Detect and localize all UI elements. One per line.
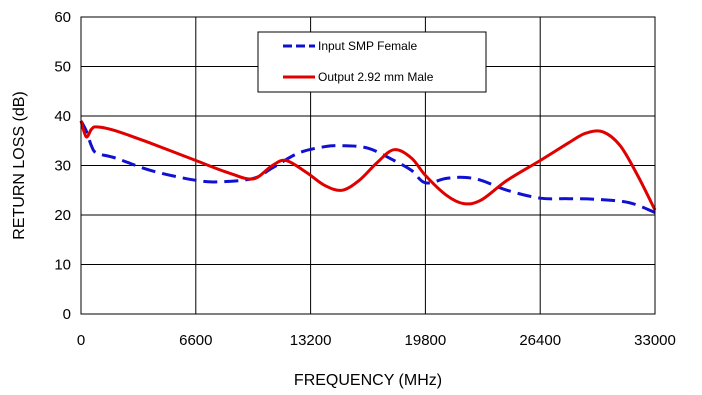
legend-label-input-smp-female: Input SMP Female xyxy=(318,39,417,53)
x-tick-label: 6600 xyxy=(179,332,212,349)
y-tick-label: 60 xyxy=(54,9,71,26)
y-tick-label: 10 xyxy=(54,257,71,274)
legend: Input SMP Female Output 2.92 mm Male xyxy=(257,31,487,93)
tick-labels: 0 10 20 30 40 50 60 0 6600 13200 19800 26400 33000 xyxy=(54,9,676,349)
plot-area-frame xyxy=(80,16,656,315)
y-axis-title: RETURN LOSS (dB) xyxy=(11,91,28,239)
series-line-input-smp-female xyxy=(79,120,656,214)
y-tick-label: 0 xyxy=(63,306,71,323)
y-tick-label: 20 xyxy=(54,207,71,224)
series-line-output-2-92mm-male xyxy=(79,120,657,211)
y-tick-label: 40 xyxy=(54,108,71,125)
x-tick-label: 33000 xyxy=(634,332,676,349)
x-tick-label: 19800 xyxy=(405,332,447,349)
x-tick-label: 26400 xyxy=(519,332,561,349)
x-tick-label: 0 xyxy=(77,332,85,349)
y-tick-label: 30 xyxy=(54,158,71,175)
legend-box xyxy=(257,31,487,93)
x-axis-title: FREQUENCY (MHz) xyxy=(294,372,442,389)
legend-label-output-2-92mm-male: Output 2.92 mm Male xyxy=(318,70,434,84)
y-tick-label: 50 xyxy=(54,59,71,76)
series-layer xyxy=(79,120,657,214)
x-tick-label: 13200 xyxy=(290,332,332,349)
